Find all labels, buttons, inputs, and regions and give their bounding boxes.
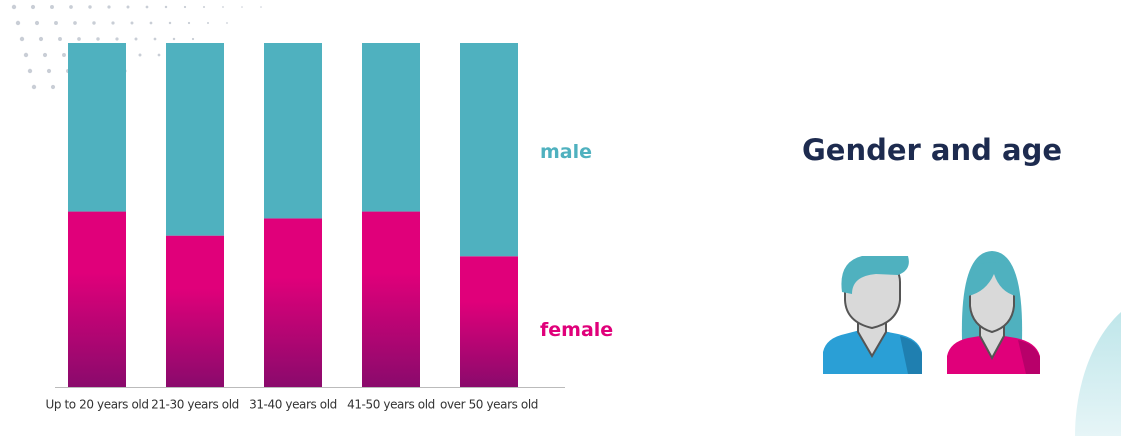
bar-segment: [166, 43, 224, 236]
dot: [107, 5, 111, 9]
decoration-dots: [11, 4, 262, 90]
dot: [187, 21, 191, 25]
dot: [168, 21, 172, 25]
dot: [15, 20, 21, 26]
bar-segment: [68, 211, 126, 387]
x-tick-label: 41-50 years old: [347, 398, 435, 412]
dot: [31, 84, 37, 90]
dot: [19, 36, 25, 42]
dot: [183, 5, 187, 9]
dot: [138, 53, 142, 57]
dot: [50, 84, 56, 90]
dot: [77, 37, 81, 41]
x-tick-label: 31-40 years old: [249, 398, 337, 412]
dot: [46, 68, 52, 74]
man-icon: [823, 256, 922, 374]
bar-segment: [264, 218, 322, 387]
dot: [50, 5, 54, 9]
dot: [27, 68, 33, 74]
dot: [191, 37, 195, 41]
dot: [69, 5, 73, 9]
dot: [111, 21, 115, 25]
dot: [130, 21, 134, 25]
woman-icon: [947, 251, 1040, 374]
dot: [42, 52, 48, 58]
legend-label: male: [540, 141, 592, 163]
dot: [153, 37, 157, 41]
dot: [149, 21, 153, 25]
dot: [207, 22, 209, 24]
dot: [23, 52, 29, 58]
dot: [62, 53, 66, 57]
dot: [11, 4, 17, 10]
x-tick-label: 21-30 years old: [151, 398, 239, 412]
bar-segment: [460, 256, 518, 387]
x-tick-label: Up to 20 years old: [45, 398, 148, 412]
dot: [260, 6, 262, 8]
dot: [30, 4, 36, 10]
dot: [172, 37, 176, 41]
dot: [58, 37, 62, 41]
dot: [226, 22, 228, 24]
dot: [54, 21, 58, 25]
dot: [92, 21, 96, 25]
dot: [115, 37, 119, 41]
chart-title: Gender and age: [802, 133, 1062, 167]
bar-segment: [264, 43, 322, 219]
legend-label: female: [540, 319, 613, 341]
dot: [126, 5, 130, 9]
dot: [88, 5, 92, 9]
dot: [241, 6, 243, 8]
dot: [34, 20, 40, 26]
bar-segment: [362, 211, 420, 387]
dot: [203, 6, 205, 8]
dot: [164, 5, 168, 9]
bar-segment: [166, 235, 224, 387]
dot: [38, 36, 44, 42]
bar-segment: [68, 43, 126, 212]
dot: [134, 37, 138, 41]
dot: [157, 53, 161, 57]
x-tick-label: over 50 years old: [440, 398, 538, 412]
dot: [222, 6, 224, 8]
bar-segment: [460, 43, 518, 257]
dot: [73, 21, 77, 25]
dot: [145, 5, 149, 9]
bar-segment: [362, 43, 420, 212]
dot: [96, 37, 100, 41]
decoration-shape: [1075, 312, 1121, 436]
